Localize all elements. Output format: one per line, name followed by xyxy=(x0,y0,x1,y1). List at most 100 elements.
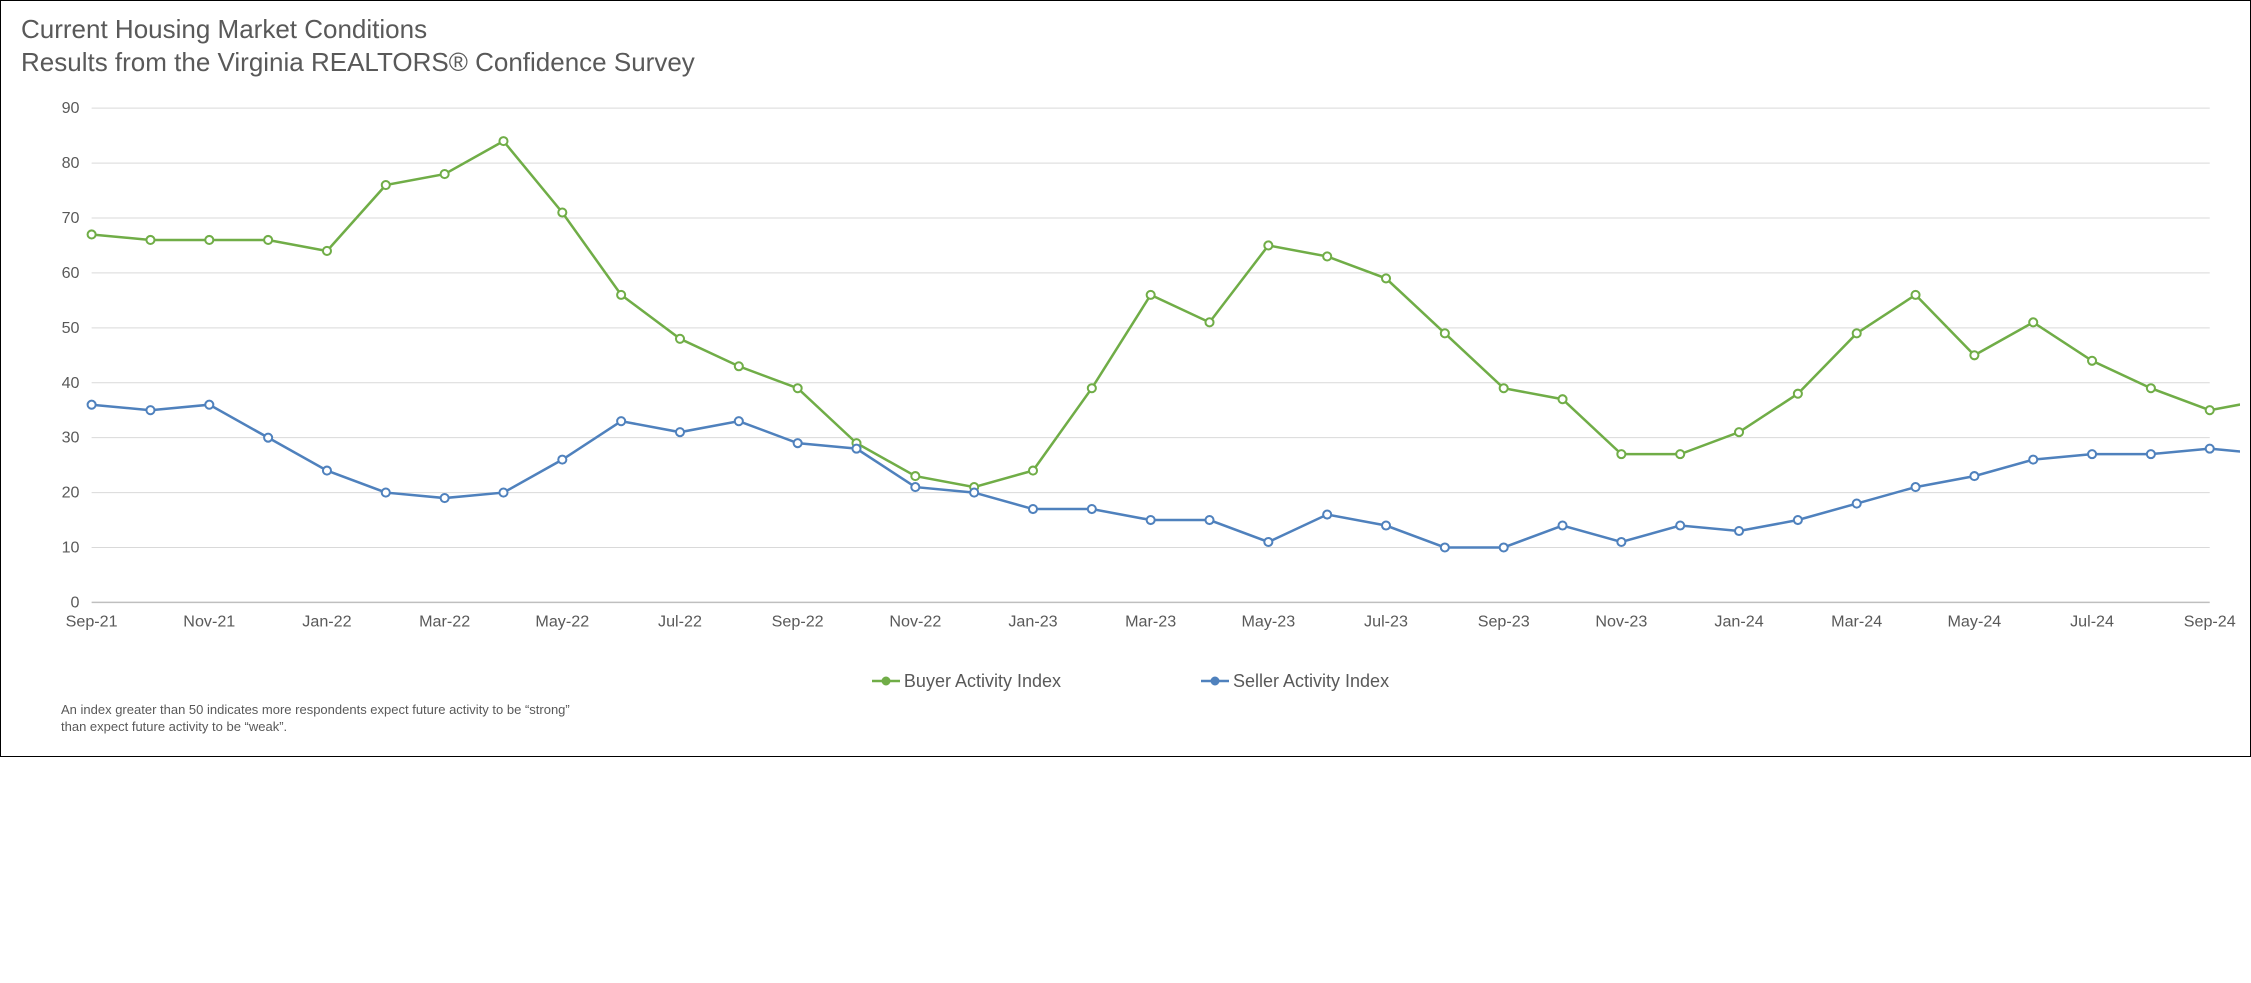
x-tick-label: Sep-21 xyxy=(66,613,118,631)
series-marker xyxy=(441,170,449,178)
series-marker xyxy=(794,439,802,447)
series-marker xyxy=(1558,521,1566,529)
series-marker xyxy=(2088,357,2096,365)
series-marker xyxy=(146,236,154,244)
series-marker xyxy=(1617,450,1625,458)
series-marker xyxy=(1676,450,1684,458)
series-marker xyxy=(1088,505,1096,513)
series-marker xyxy=(1147,291,1155,299)
series-marker xyxy=(2206,445,2214,453)
chart-frame: Current Housing Market Conditions Result… xyxy=(0,0,2251,757)
series-line xyxy=(92,405,2240,548)
x-tick-label: Sep-24 xyxy=(2184,613,2236,631)
x-tick-label: Jan-24 xyxy=(1714,613,1763,631)
series-marker xyxy=(2029,318,2037,326)
legend-swatch xyxy=(872,674,900,688)
series-marker xyxy=(1264,241,1272,249)
series-marker xyxy=(1676,521,1684,529)
series-marker xyxy=(617,291,625,299)
series-marker xyxy=(1264,538,1272,546)
series-marker xyxy=(88,230,96,238)
x-tick-label: Sep-23 xyxy=(1478,613,1530,631)
title-block: Current Housing Market Conditions Result… xyxy=(21,13,2240,78)
x-tick-label: Nov-22 xyxy=(889,613,941,631)
x-tick-label: Jan-23 xyxy=(1008,613,1057,631)
x-tick-label: Sep-22 xyxy=(772,613,824,631)
title-line-1: Current Housing Market Conditions xyxy=(21,13,2240,46)
series-marker xyxy=(205,236,213,244)
series-marker xyxy=(676,428,684,436)
series-marker xyxy=(1912,291,1920,299)
series-marker xyxy=(264,236,272,244)
x-tick-label: Jan-22 xyxy=(302,613,351,631)
legend-label: Seller Activity Index xyxy=(1233,671,1389,692)
y-tick-label: 60 xyxy=(62,264,80,282)
series-marker xyxy=(1500,543,1508,551)
series-marker xyxy=(1382,521,1390,529)
series-marker xyxy=(1735,428,1743,436)
x-tick-label: Mar-22 xyxy=(419,613,470,631)
series-marker xyxy=(1205,516,1213,524)
series-marker xyxy=(1029,467,1037,475)
series-marker xyxy=(970,489,978,497)
series-marker xyxy=(88,401,96,409)
y-tick-label: 40 xyxy=(62,374,80,392)
series-marker xyxy=(2206,406,2214,414)
y-tick-label: 50 xyxy=(62,319,80,337)
series-marker xyxy=(558,208,566,216)
series-marker xyxy=(1441,543,1449,551)
series-line xyxy=(92,141,2240,487)
y-tick-label: 20 xyxy=(62,484,80,502)
y-tick-label: 30 xyxy=(62,429,80,447)
x-tick-label: Mar-23 xyxy=(1125,613,1176,631)
series-marker xyxy=(852,445,860,453)
series-marker xyxy=(1970,472,1978,480)
chart-legend: Buyer Activity Index Seller Activity Inde… xyxy=(21,671,2240,692)
x-tick-label: Jul-23 xyxy=(1364,613,1408,631)
legend-item: Buyer Activity Index xyxy=(872,671,1061,692)
series-marker xyxy=(264,434,272,442)
series-marker xyxy=(499,137,507,145)
legend-item: Seller Activity Index xyxy=(1201,671,1389,692)
series-marker xyxy=(1558,395,1566,403)
legend-label: Buyer Activity Index xyxy=(904,671,1061,692)
series-marker xyxy=(1147,516,1155,524)
series-marker xyxy=(1853,329,1861,337)
chart-container: 0102030405060708090Sep-21Nov-21Jan-22Mar… xyxy=(21,88,2240,653)
series-marker xyxy=(794,384,802,392)
footnote-text-2: than expect future activity to be “weak”… xyxy=(61,719,287,734)
series-marker xyxy=(1323,252,1331,260)
series-marker xyxy=(1029,505,1037,513)
series-marker xyxy=(1912,483,1920,491)
series-marker xyxy=(1205,318,1213,326)
x-tick-label: Mar-24 xyxy=(1831,613,1882,631)
series-marker xyxy=(2088,450,2096,458)
x-tick-label: Nov-21 xyxy=(183,613,235,631)
series-marker xyxy=(323,247,331,255)
x-tick-label: May-22 xyxy=(535,613,589,631)
series-marker xyxy=(205,401,213,409)
title-line-2: Results from the Virginia REALTORS® Conf… xyxy=(21,46,2240,79)
x-tick-label: May-23 xyxy=(1241,613,1295,631)
legend-swatch xyxy=(1201,674,1229,688)
line-chart: 0102030405060708090Sep-21Nov-21Jan-22Mar… xyxy=(21,88,2240,653)
series-marker xyxy=(735,417,743,425)
y-tick-label: 70 xyxy=(62,209,80,227)
series-marker xyxy=(1735,527,1743,535)
footnote-text-1: An index greater than 50 indicates more … xyxy=(61,702,570,717)
series-marker xyxy=(617,417,625,425)
series-marker xyxy=(2147,384,2155,392)
y-tick-label: 10 xyxy=(62,539,80,557)
series-marker xyxy=(558,456,566,464)
series-marker xyxy=(382,489,390,497)
series-marker xyxy=(1970,351,1978,359)
series-marker xyxy=(1500,384,1508,392)
series-marker xyxy=(1617,538,1625,546)
series-marker xyxy=(735,362,743,370)
series-marker xyxy=(2029,456,2037,464)
series-marker xyxy=(1794,516,1802,524)
y-tick-label: 80 xyxy=(62,154,80,172)
x-tick-label: Jul-24 xyxy=(2070,613,2114,631)
series-marker xyxy=(1441,329,1449,337)
series-marker xyxy=(323,467,331,475)
